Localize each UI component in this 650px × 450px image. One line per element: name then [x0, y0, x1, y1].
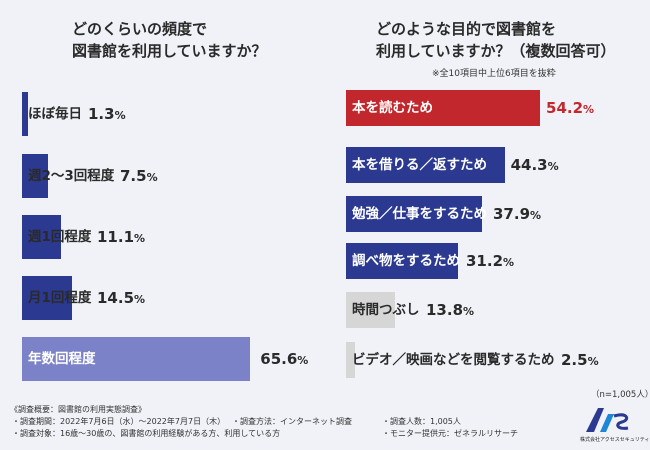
right-bar-5	[346, 292, 396, 328]
logo-company-name: 株式会社アクセスセキュリティ	[580, 437, 650, 443]
left-bar-value-4: 14.5%	[97, 289, 146, 307]
footer-monitor: ・モニター提供元：ゼネラルリサーチ	[382, 429, 518, 438]
left-bar-5	[22, 337, 251, 381]
left-chart-title: どのくらいの頻度で 図書館を利用していますか？	[72, 18, 267, 62]
right-bar-value-3: 37.9%	[493, 205, 542, 223]
left-bar-label-2: 週2〜3回程度	[28, 168, 115, 184]
sample-size: （n=1,005人）	[591, 390, 650, 400]
right-bar-value-5: 13.8%	[426, 301, 475, 319]
right-bar-4	[346, 243, 458, 279]
left-bar-value-3: 11.1%	[97, 228, 146, 246]
left-bar-2	[22, 154, 49, 198]
left-bar-3	[22, 215, 61, 259]
right-bar-value-2: 44.3%	[510, 156, 559, 174]
right-bar-2	[346, 147, 505, 183]
right-bar-label-1: 本を読むため	[352, 100, 433, 116]
right-bar-label-6: ビデオ／映画などを閲覧するため	[352, 352, 555, 368]
footer-target: ・調査対象：16歳〜30歳の、図書館の利用経験がある方、利用している方	[12, 429, 281, 438]
left-bar-label-1: ほぼ毎日	[28, 106, 82, 122]
right-bar-6	[346, 342, 355, 378]
left-bar-value-5: 65.6%	[260, 350, 309, 368]
left-title-line2: 図書館を利用していますか？	[72, 42, 267, 60]
right-bar-label-5: 時間つぶし	[352, 302, 420, 318]
right-bar-1	[346, 90, 541, 126]
footer-heading: 《調査概要：図書館の利用実態調査》	[10, 405, 146, 414]
company-logo: 株式会社アクセスセキュリティ	[578, 404, 649, 444]
left-bar-label-4: 月1回程度	[28, 290, 92, 306]
right-bar-value-4: 31.2%	[466, 252, 515, 270]
left-title-line1: どのくらいの頻度で	[72, 20, 208, 38]
left-bar-1	[22, 92, 28, 136]
right-bar-label-3: 勉強／仕事をするため	[352, 206, 487, 222]
left-bar-value-2: 7.5%	[120, 167, 158, 185]
right-bar-label-2: 本を借りる／返すため	[352, 157, 487, 173]
right-title-line2: 利用していますか？（複数回答可）	[376, 42, 616, 60]
footer-method: ・調査方法：インターネット調査	[232, 417, 352, 426]
footer-period: ・調査期間：2022年7月6日（水）〜2022年7月7日（木）	[12, 417, 226, 426]
right-bar-value-6: 2.5%	[561, 351, 599, 369]
right-bar-label-4: 調べ物をするため	[352, 253, 460, 269]
left-bar-value-1: 1.3%	[88, 105, 126, 123]
right-title-line1: どのような目的で図書館を	[376, 20, 557, 38]
footer-count: ・調査人数：1,005人	[382, 417, 461, 426]
left-bar-label-5: 年数回程度	[28, 351, 96, 367]
right-bar-value-1: 54.2%	[546, 99, 595, 117]
left-bar-4	[22, 276, 73, 320]
right-chart-title: どのような目的で図書館を 利用していますか？（複数回答可）	[376, 18, 616, 62]
left-bar-label-3: 週1回程度	[28, 229, 92, 245]
logo-mark-icon	[586, 408, 629, 432]
right-bar-3	[346, 196, 482, 232]
right-chart-note: ※全10項目中上位6項目を抜粋	[432, 69, 556, 79]
